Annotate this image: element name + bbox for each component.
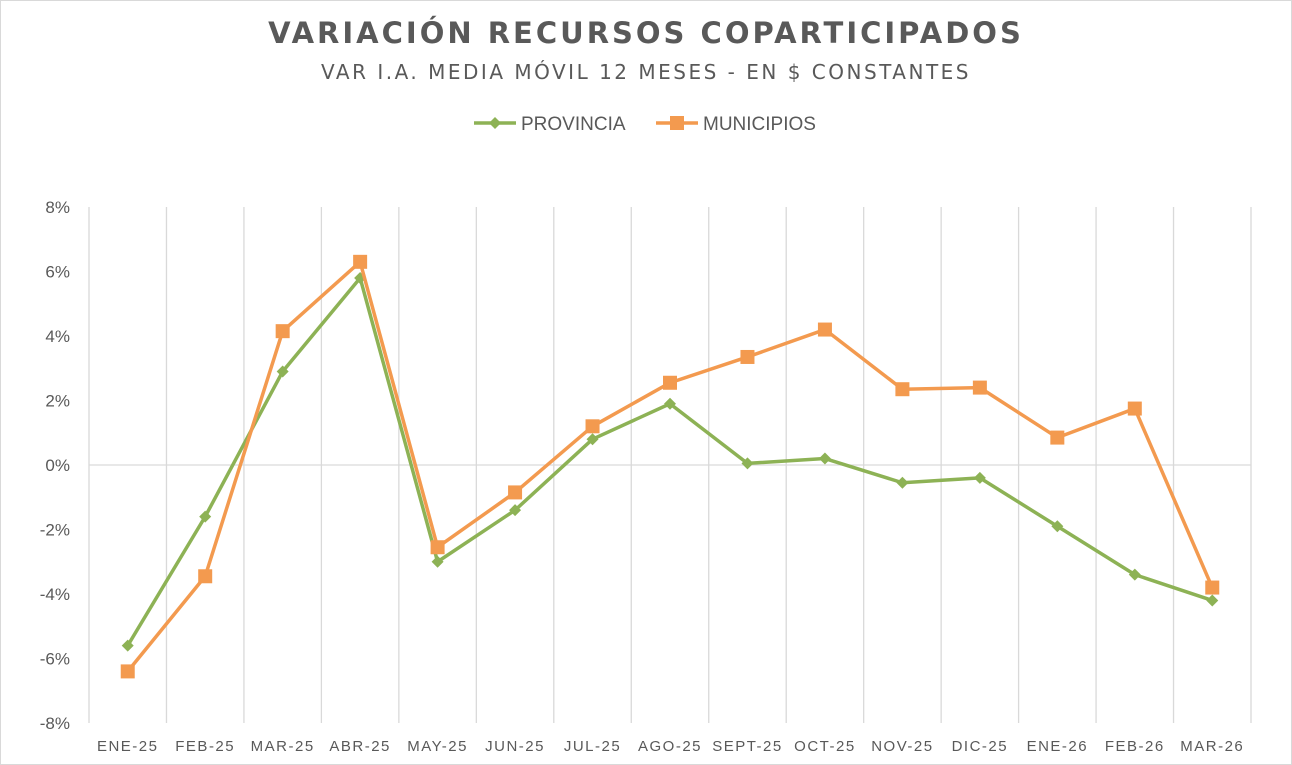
- y-tick-label: 2%: [45, 392, 70, 411]
- municipios-point: [508, 485, 523, 500]
- x-tick-label: NOV-25: [871, 738, 933, 755]
- x-tick-label: MAY-25: [407, 738, 468, 755]
- legend-municipios-marker: [670, 116, 684, 130]
- provincia-point: [973, 471, 986, 484]
- x-tick-label: MAR-26: [1180, 738, 1244, 755]
- x-tick-label: ABR-25: [329, 738, 391, 755]
- x-tick-label: SEPT-25: [712, 738, 783, 755]
- y-tick-label: -4%: [40, 585, 70, 604]
- x-tick-label: ENE-25: [97, 738, 159, 755]
- x-tick-label: DIC-25: [952, 738, 1009, 755]
- y-tick-label: 6%: [45, 263, 70, 282]
- x-tick-label: FEB-26: [1105, 738, 1165, 755]
- municipios-point: [353, 254, 368, 269]
- municipios-point: [430, 540, 445, 555]
- x-tick-label: ENE-26: [1027, 738, 1089, 755]
- municipios-point: [740, 349, 755, 364]
- legend-provincia-marker: [489, 117, 501, 129]
- municipios-series-line: [126, 260, 1214, 673]
- municipios-point: [972, 380, 987, 395]
- x-tick-label: FEB-25: [175, 738, 235, 755]
- provincia-point: [431, 555, 444, 568]
- x-tick-label: OCT-25: [794, 738, 856, 755]
- y-tick-label: -2%: [40, 521, 70, 540]
- municipios-point: [1127, 401, 1142, 416]
- municipios-point: [895, 382, 910, 397]
- x-tick-label: JUL-25: [564, 738, 621, 755]
- provincia-point: [586, 433, 599, 446]
- legend-provincia-label: PROVINCIA: [521, 114, 626, 135]
- municipios-point: [817, 322, 832, 337]
- x-tick-label: MAR-25: [251, 738, 315, 755]
- legend-municipios-label: MUNICIPIOS: [703, 114, 816, 135]
- provincia-point: [818, 452, 831, 465]
- y-tick-label: 8%: [45, 198, 70, 217]
- provincia-point: [276, 365, 289, 378]
- x-tick-label: JUN-25: [485, 738, 545, 755]
- chart-subtitle: VAR I.A. MEDIA MÓVIL 12 MESES - EN $ CON…: [320, 60, 971, 84]
- y-tick-label: -6%: [40, 650, 70, 669]
- provincia-point: [509, 504, 522, 517]
- provincia-point: [664, 397, 676, 410]
- y-tick-label: 4%: [45, 327, 70, 346]
- y-tick-label: 0%: [45, 456, 70, 475]
- municipios-point: [585, 419, 600, 434]
- provincia-point: [1051, 520, 1064, 533]
- provincia-point: [896, 476, 909, 489]
- y-tick-label: -8%: [40, 714, 70, 733]
- municipios-point: [1050, 430, 1065, 445]
- provincia-point: [121, 639, 134, 652]
- municipios-point: [663, 375, 677, 390]
- provincia-point: [199, 510, 212, 523]
- municipios-point: [275, 324, 290, 339]
- municipios-point: [120, 664, 135, 679]
- x-tick-label: AGO-25: [638, 738, 702, 755]
- chart-title: VARIACIÓN RECURSOS COPARTICIPADOS: [268, 16, 1024, 50]
- provincia-point: [741, 457, 754, 470]
- municipios-point: [1205, 580, 1220, 595]
- provincia-series-line: [126, 276, 1213, 647]
- municipios-point: [198, 569, 213, 584]
- provincia-point: [1128, 568, 1141, 581]
- provincia-point: [1206, 594, 1219, 607]
